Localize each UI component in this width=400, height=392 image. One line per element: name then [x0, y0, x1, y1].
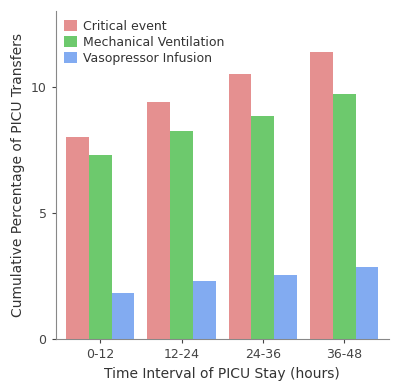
- X-axis label: Time Interval of PICU Stay (hours): Time Interval of PICU Stay (hours): [104, 367, 340, 381]
- Legend: Critical event, Mechanical Ventilation, Vasopressor Infusion: Critical event, Mechanical Ventilation, …: [62, 17, 227, 67]
- Bar: [252, 116, 274, 339]
- Y-axis label: Cumulative Percentage of PICU Transfers: Cumulative Percentage of PICU Transfers: [11, 33, 25, 317]
- Bar: [89, 155, 112, 339]
- Bar: [229, 74, 252, 339]
- Bar: [274, 275, 297, 339]
- Bar: [66, 137, 89, 339]
- Bar: [148, 102, 170, 339]
- Bar: [333, 94, 356, 339]
- Bar: [170, 131, 193, 339]
- Bar: [356, 267, 378, 339]
- Bar: [310, 51, 333, 339]
- Bar: [112, 292, 134, 339]
- Bar: [193, 281, 216, 339]
